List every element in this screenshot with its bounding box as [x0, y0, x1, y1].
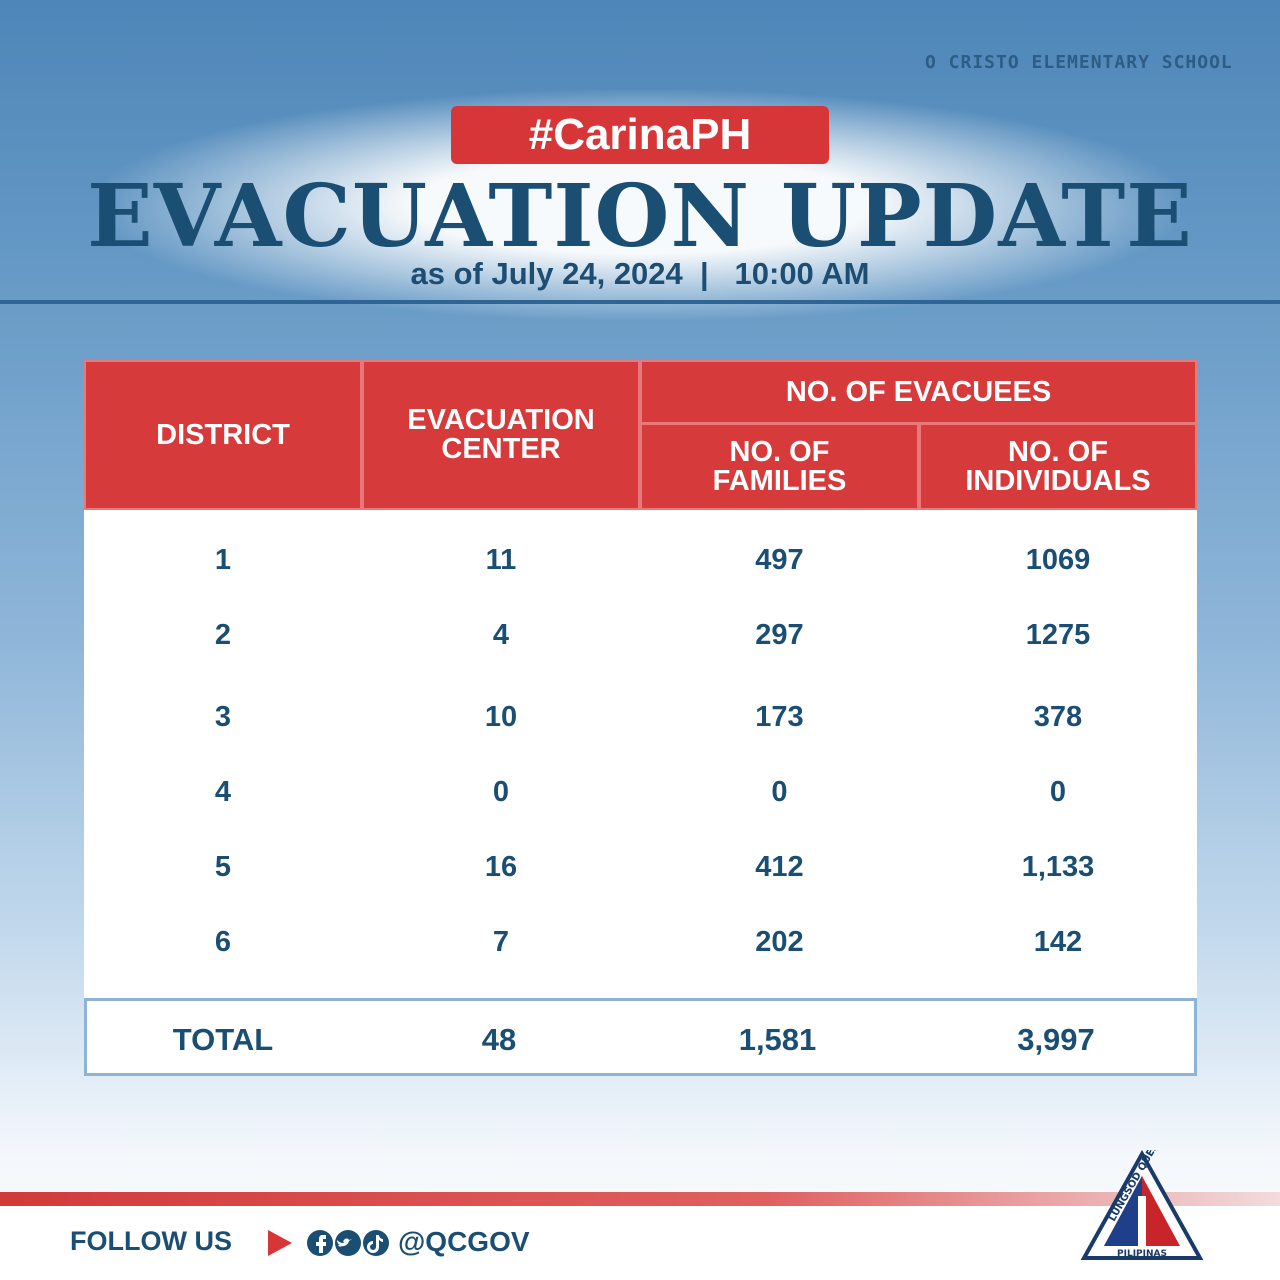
data-cell: 1069	[1025, 544, 1091, 576]
column-header: NO. OF FAMILIES	[640, 423, 919, 510]
district-cell: 1	[214, 544, 232, 576]
data-cell: 7	[492, 926, 510, 958]
logo-bottom: PILIPINAS	[1117, 1249, 1167, 1259]
district-cell: 4	[214, 776, 232, 808]
data-cell: 412	[755, 851, 804, 883]
table-body	[84, 510, 1197, 1000]
footer	[0, 1206, 1280, 1280]
data-cell: 497	[755, 544, 804, 576]
data-cell: 1,133	[1021, 851, 1095, 883]
evacuation-table: DISTRICT EVACUATION CENTER NO. OF EVACUEES…	[84, 360, 1197, 1076]
data-cell: 0	[771, 776, 788, 808]
background-sign: O CRISTO ELEMENTARY SCHOOL	[925, 52, 1233, 73]
title: EVACUATION UPDATE	[87, 166, 1193, 267]
column-header: NO. OF INDIVIDUALS	[919, 423, 1197, 510]
group-header: NO. OF EVACUEES	[640, 360, 1197, 424]
total-row	[84, 998, 1197, 1076]
column-header: DISTRICT	[84, 360, 362, 510]
data-cell: 4	[492, 619, 510, 651]
total-label: TOTAL	[172, 1022, 274, 1057]
follow-label: FOLLOW US	[70, 1226, 232, 1256]
data-cell: 142	[1033, 926, 1083, 958]
data-cell: 10	[484, 701, 518, 733]
data-cell: 0	[492, 776, 510, 808]
arrow	[268, 1230, 292, 1256]
hashtag: #CarinaPH	[451, 106, 829, 164]
data-cell: 173	[755, 701, 804, 733]
qc-logo: LUNGSOD QUEZON PILIPINAS	[1080, 1150, 1204, 1260]
data-cell: 16	[484, 851, 518, 883]
district-cell: 3	[214, 701, 232, 733]
total-cell: 1,581	[738, 1022, 817, 1057]
district-cell: 2	[214, 619, 232, 651]
data-cell: 202	[755, 926, 804, 958]
subtitle: as of July 24, 2024 | 10:00 AM	[410, 256, 870, 291]
header-band	[0, 300, 1280, 304]
data-cell: 0	[1049, 776, 1067, 808]
footer-line	[0, 1192, 1280, 1206]
district-cell: 5	[214, 851, 232, 883]
column-header: EVACUATION CENTER	[362, 360, 640, 510]
district-cell: 6	[214, 926, 232, 958]
social-icons	[268, 1230, 389, 1256]
data-cell: 297	[755, 619, 804, 651]
data-cell: 378	[1033, 701, 1083, 733]
total-cell: 3,997	[1017, 1022, 1095, 1057]
data-cell: 11	[485, 544, 517, 576]
data-cell: 1275	[1025, 619, 1091, 651]
social-handle[interactable]: @QCGOV	[398, 1226, 530, 1257]
total-cell: 48	[481, 1022, 517, 1057]
